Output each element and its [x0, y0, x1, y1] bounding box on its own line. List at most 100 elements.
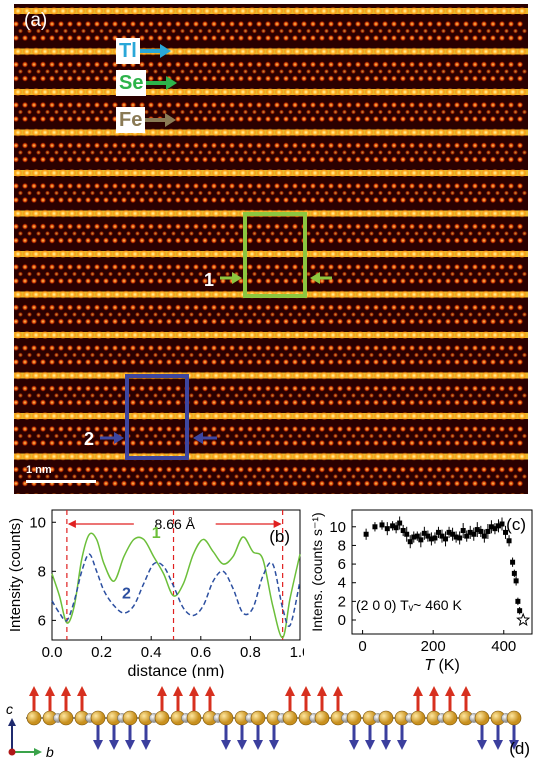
se-atom [354, 237, 362, 244]
fe-atom [179, 473, 186, 480]
se-atom [336, 344, 344, 352]
se-atom [102, 61, 110, 68]
se-atom [282, 344, 290, 352]
se-atom [507, 318, 515, 325]
fe-atom [152, 433, 159, 439]
se-atom [138, 399, 146, 406]
se-atom [48, 263, 56, 271]
se-atom [273, 34, 281, 42]
se-atom [273, 142, 281, 149]
se-atom [363, 34, 371, 42]
se-atom [426, 318, 434, 325]
fe-atom [377, 271, 384, 277]
fe-atom [179, 28, 186, 34]
se-atom [102, 439, 110, 447]
se-atom [390, 61, 398, 68]
fe-atom [80, 109, 87, 115]
tl-atom [382, 87, 392, 97]
se-atom [417, 75, 425, 82]
se-atom [66, 425, 74, 433]
se-atom [516, 399, 524, 406]
se-atom [255, 20, 263, 28]
se-atom [381, 277, 389, 285]
fe-atom [251, 28, 258, 34]
lattice-layer [14, 6, 528, 494]
tl-atom [427, 168, 437, 178]
tl-atom [247, 168, 257, 178]
tl-atom [49, 330, 59, 340]
spin-down-arrowhead [93, 740, 103, 750]
tl-atom [436, 452, 446, 461]
se-atom [228, 75, 236, 82]
fe-atom [278, 68, 285, 75]
se-atom [381, 439, 389, 447]
se-atom [84, 399, 92, 406]
tl-atom [337, 249, 347, 259]
se-atom [417, 439, 425, 447]
se-atom [327, 115, 335, 123]
fe-atom [323, 230, 330, 237]
fe-atom [278, 311, 285, 318]
se-atom [453, 61, 461, 68]
se-atom [75, 344, 83, 352]
se-atom [480, 358, 488, 366]
tl-atom [418, 330, 428, 340]
se-atom [336, 20, 344, 28]
fe-atom [170, 271, 177, 277]
x-axis-label-italic: T [424, 657, 435, 674]
fe-atom [170, 190, 177, 196]
se-atom [111, 344, 119, 352]
se-atom [363, 439, 371, 447]
se-atom [408, 358, 416, 366]
se-atom [426, 304, 434, 311]
se-atom [426, 439, 434, 447]
tl-atom [445, 6, 455, 16]
se-atom [435, 385, 443, 392]
tl-atom [346, 209, 356, 218]
se-atom [318, 142, 326, 149]
fe-atom [26, 271, 33, 277]
se-atom [120, 223, 128, 230]
tl-atom [58, 452, 68, 461]
se-atom [399, 196, 407, 204]
se-atom [14, 237, 20, 244]
fe-atom [359, 352, 366, 358]
fe-atom [467, 433, 474, 439]
legend-se: Se [116, 70, 178, 96]
data-point [499, 521, 505, 527]
se-atom [336, 115, 344, 123]
se-atom [165, 385, 173, 392]
se-atom [264, 101, 272, 109]
se-atom [66, 399, 74, 406]
se-atom [390, 75, 398, 82]
tl-atom [103, 330, 113, 340]
se-atom [471, 75, 479, 82]
se-atom [471, 480, 479, 487]
se-atom [444, 223, 452, 230]
se-atom [129, 466, 137, 473]
se-atom [174, 425, 182, 433]
tl-atom [310, 371, 320, 380]
se-atom [111, 237, 119, 244]
tl-atom [112, 452, 122, 461]
fe-atom [512, 473, 519, 480]
se-atom [165, 61, 173, 68]
fe-atom [278, 352, 285, 358]
se-atom [219, 156, 227, 163]
fe-atom [116, 473, 123, 480]
spin-up-arrowhead [205, 686, 215, 696]
se-atom [309, 358, 317, 366]
se-atom [192, 101, 200, 109]
se-atom [345, 358, 353, 366]
tl-atom [40, 209, 50, 218]
se-atom [390, 439, 398, 447]
se-atom [507, 223, 515, 230]
se-atom [111, 277, 119, 285]
se-atom [57, 358, 65, 366]
se-atom [372, 61, 380, 68]
se-atom [471, 263, 479, 271]
tl-atom [139, 6, 149, 16]
se-atom [174, 237, 182, 244]
tl-atom [265, 411, 275, 421]
tl-atom [40, 87, 50, 97]
